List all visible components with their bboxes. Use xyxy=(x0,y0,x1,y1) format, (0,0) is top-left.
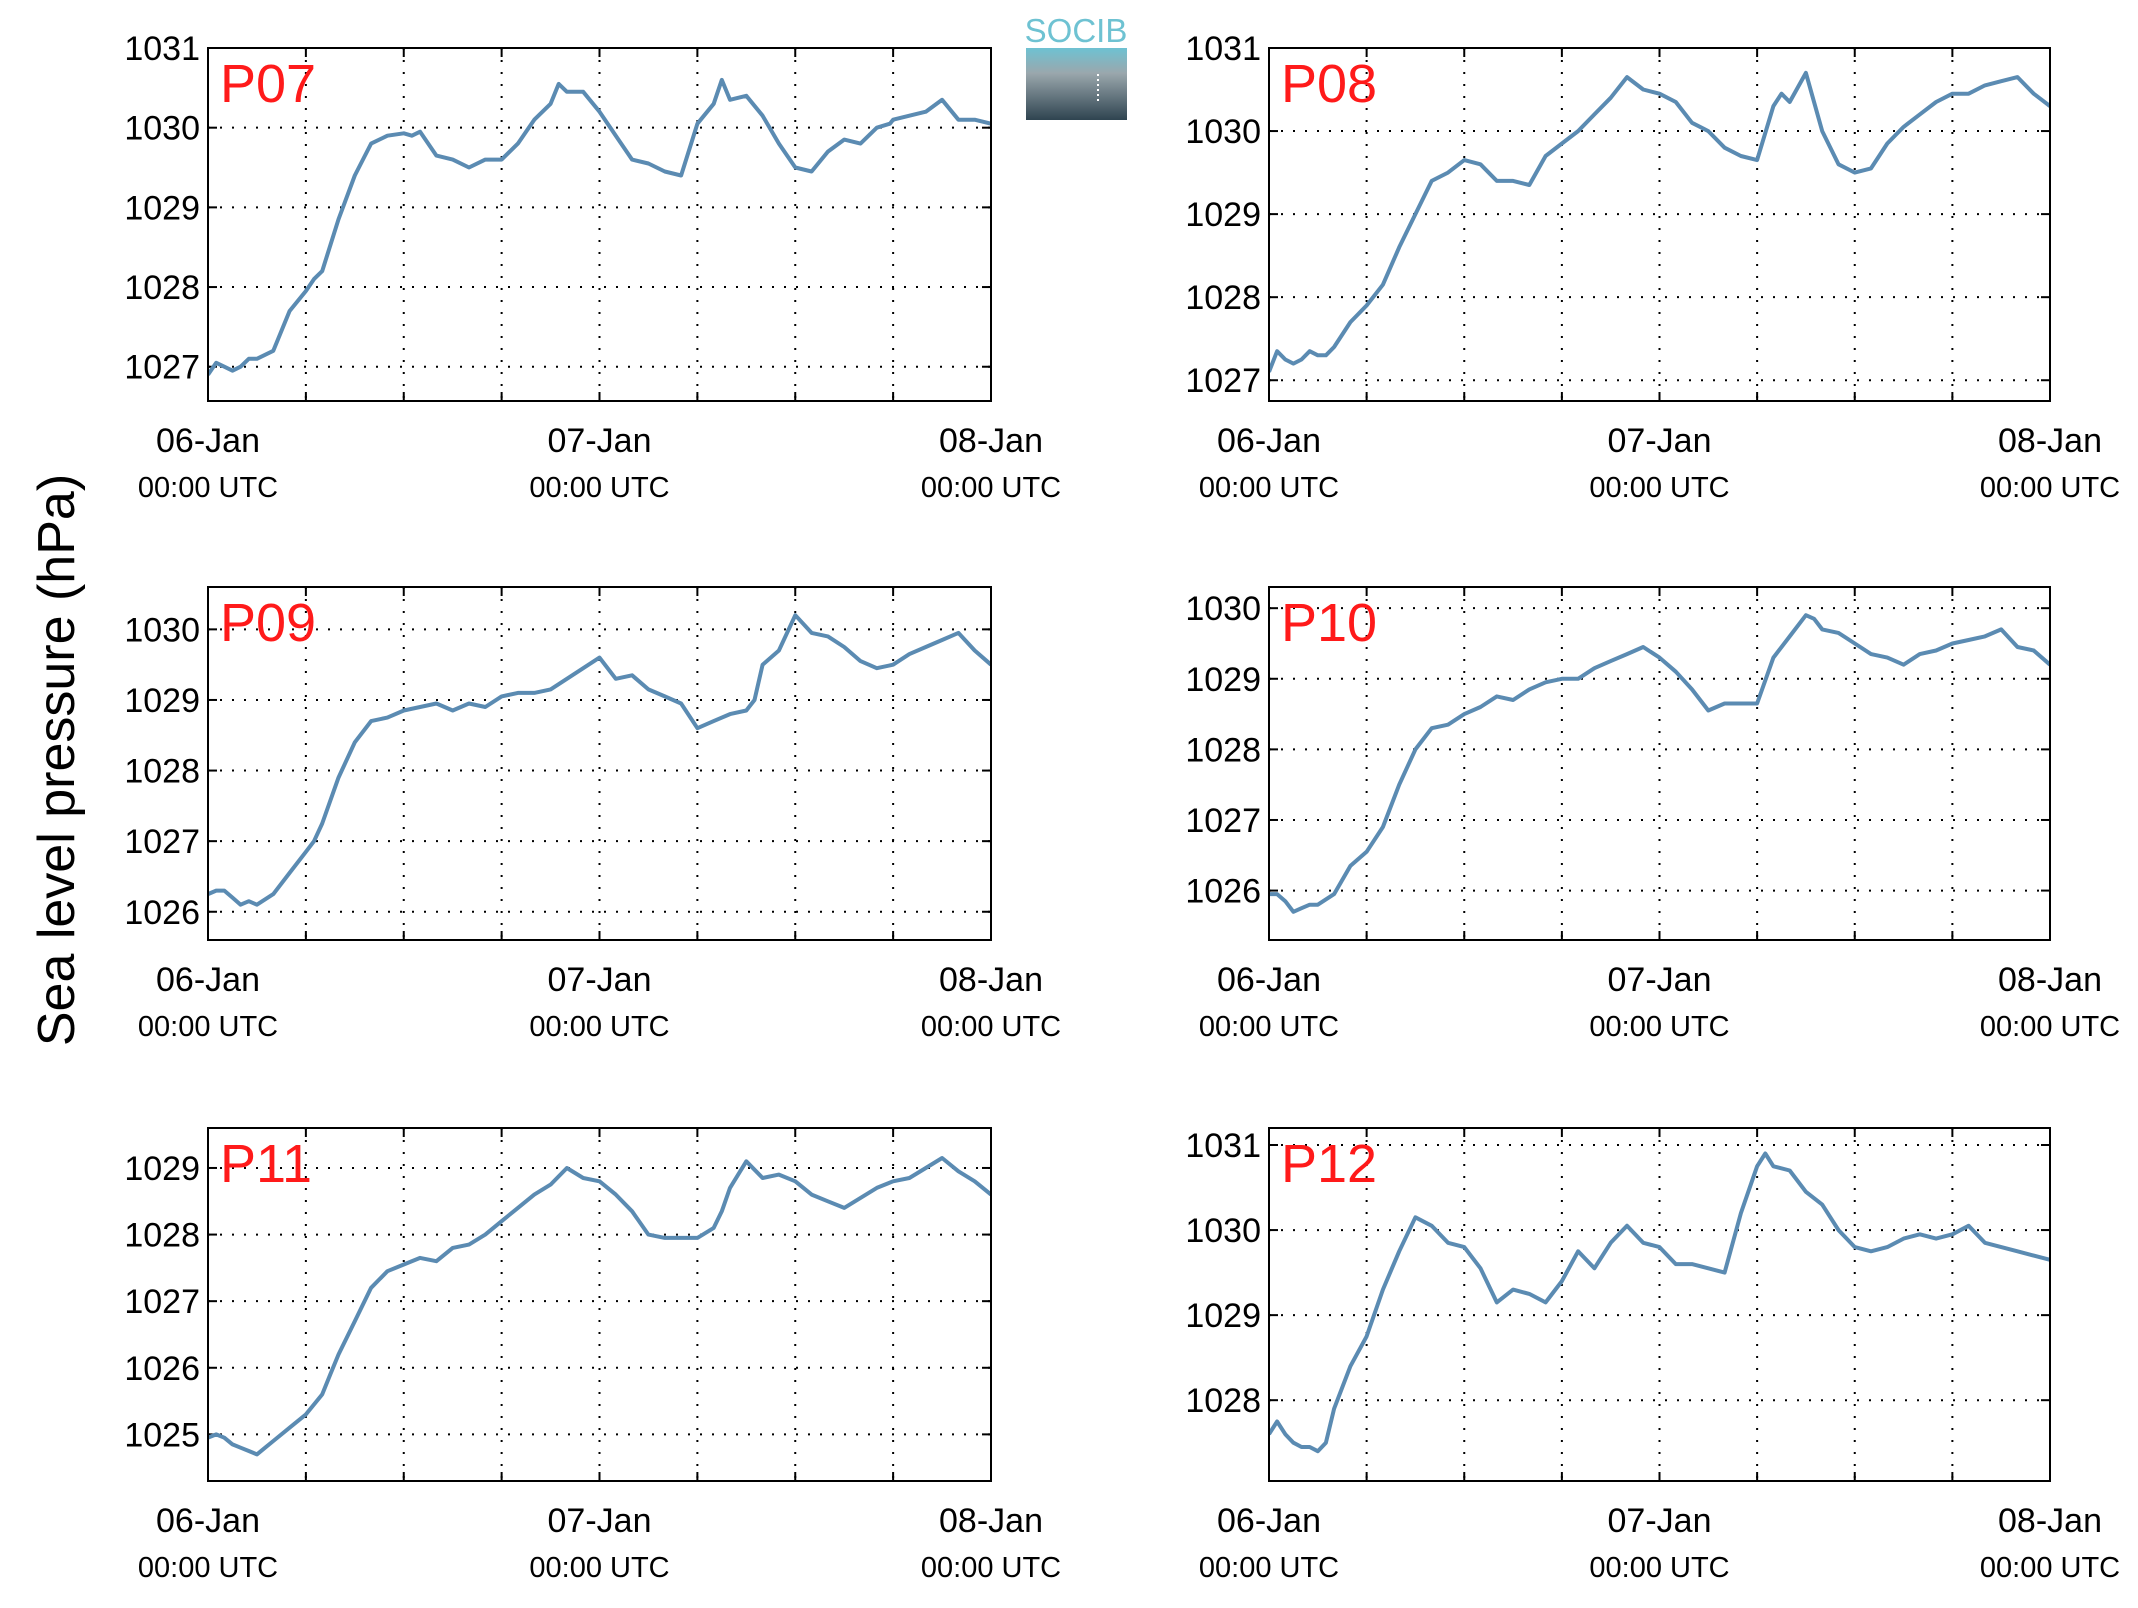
panel-p10: 1026 1027 1028 1029 1030 P10 06-Jan 00:00 UTC 07… xyxy=(1185,586,2120,1043)
y-tick-label: 1031 xyxy=(124,30,200,68)
x-tick-time-label: 00:00 UTC xyxy=(921,472,1061,504)
x-tick-time-label: 00:00 UTC xyxy=(1980,1011,2120,1043)
x-tick-date-label: 07-Jan xyxy=(1608,961,1712,999)
plot-frame xyxy=(207,586,992,941)
pressure-series-line xyxy=(1269,1151,2050,1454)
x-tick-time-label: 00:00 UTC xyxy=(1199,1552,1339,1584)
x-tick-date-label: 06-Jan xyxy=(156,961,260,999)
y-tick-label: 1030 xyxy=(124,611,200,649)
x-tick-time-label: 00:00 UTC xyxy=(921,1011,1061,1043)
panel-p12: 1028 1029 1030 1031 P12 06-Jan 00:00 UTC 07-Jan… xyxy=(1185,1127,2120,1584)
y-tick-label: 1028 xyxy=(1185,731,1261,769)
y-tick-label: 1028 xyxy=(1185,279,1261,317)
station-label: P09 xyxy=(220,593,316,653)
logo-wave xyxy=(1026,48,1127,120)
y-tick-label: 1028 xyxy=(124,753,200,791)
station-label: P12 xyxy=(1281,1134,1377,1194)
y-tick-label: 1025 xyxy=(124,1416,200,1454)
station-label: P10 xyxy=(1281,593,1377,653)
y-tick-label: 1029 xyxy=(1185,196,1261,234)
x-tick-time-label: 00:00 UTC xyxy=(1589,1011,1729,1043)
y-tick-label: 1026 xyxy=(1185,873,1261,911)
x-tick-time-label: 00:00 UTC xyxy=(1199,472,1339,504)
y-tick-label: 1030 xyxy=(1185,1212,1261,1250)
x-tick-date-label: 08-Jan xyxy=(1998,422,2102,460)
x-tick-time-label: 00:00 UTC xyxy=(529,1011,669,1043)
x-tick-date-label: 07-Jan xyxy=(548,422,652,460)
y-tick-label: 1029 xyxy=(124,189,200,227)
x-tick-date-label: 07-Jan xyxy=(1608,1502,1712,1540)
pressure-series-line xyxy=(1269,70,2050,373)
panel-p11: 1025 1026 1027 1028 1029 P11 06-Jan 00:00 UTC 07… xyxy=(124,1127,1061,1584)
station-label: P07 xyxy=(220,54,316,114)
plot-frame xyxy=(1268,47,2051,402)
x-tick-date-label: 07-Jan xyxy=(1608,422,1712,460)
x-tick-time-label: 00:00 UTC xyxy=(1980,1552,2120,1584)
x-tick-date-label: 06-Jan xyxy=(1217,961,1321,999)
x-tick-date-label: 06-Jan xyxy=(156,1502,260,1540)
y-tick-label: 1029 xyxy=(124,1150,200,1188)
station-label: P11 xyxy=(220,1134,312,1194)
y-tick-label: 1027 xyxy=(124,1283,200,1321)
x-tick-time-label: 00:00 UTC xyxy=(1589,472,1729,504)
x-tick-time-label: 00:00 UTC xyxy=(1199,1011,1339,1043)
x-tick-date-label: 08-Jan xyxy=(1998,961,2102,999)
x-tick-date-label: 08-Jan xyxy=(939,961,1043,999)
y-tick-label: 1026 xyxy=(124,1350,200,1388)
x-tick-date-label: 08-Jan xyxy=(939,1502,1043,1540)
y-tick-label: 1027 xyxy=(124,349,200,387)
pressure-series-line xyxy=(208,1156,991,1457)
x-tick-date-label: 08-Jan xyxy=(1998,1502,2102,1540)
y-tick-label: 1027 xyxy=(1185,802,1261,840)
pressure-series-line xyxy=(208,613,991,907)
y-tick-label: 1031 xyxy=(1185,30,1261,68)
station-label: P08 xyxy=(1281,54,1377,114)
y-tick-label: 1029 xyxy=(1185,661,1261,699)
y-axis-label: Sea level pressure (hPa) xyxy=(28,474,86,1046)
x-tick-date-label: 06-Jan xyxy=(156,422,260,460)
x-tick-time-label: 00:00 UTC xyxy=(138,1552,278,1584)
x-tick-date-label: 06-Jan xyxy=(1217,1502,1321,1540)
x-tick-time-label: 00:00 UTC xyxy=(138,472,278,504)
socib-logo: SOCIB xyxy=(1025,12,1128,120)
y-tick-label: 1028 xyxy=(124,1217,200,1255)
y-tick-label: 1029 xyxy=(1185,1297,1261,1335)
y-tick-label: 1030 xyxy=(1185,113,1261,151)
y-tick-label: 1028 xyxy=(124,269,200,307)
y-tick-label: 1029 xyxy=(124,682,200,720)
x-tick-date-label: 07-Jan xyxy=(548,961,652,999)
y-tick-label: 1030 xyxy=(124,110,200,148)
panel-p08: 1027 1028 1029 1030 1031 P08 06-Jan 00:00 UTC 07… xyxy=(1185,30,2120,504)
x-tick-date-label: 07-Jan xyxy=(548,1502,652,1540)
x-tick-time-label: 00:00 UTC xyxy=(138,1011,278,1043)
x-tick-time-label: 00:00 UTC xyxy=(1980,472,2120,504)
x-tick-date-label: 06-Jan xyxy=(1217,422,1321,460)
panel-p07: 1027 1028 1029 1030 1031 P07 06-Jan 00:00 UTC 07… xyxy=(124,30,1061,504)
panel-p09: 1026 1027 1028 1029 1030 P09 06-Jan 00:00 UTC 07… xyxy=(124,586,1061,1043)
logo-text: SOCIB xyxy=(1025,12,1128,49)
plot-frame xyxy=(207,1127,992,1482)
plot-frame xyxy=(207,47,992,402)
plot-frame xyxy=(1268,1127,2051,1482)
plot-frame xyxy=(1268,586,2051,941)
x-tick-time-label: 00:00 UTC xyxy=(529,1552,669,1584)
y-tick-label: 1030 xyxy=(1185,590,1261,628)
y-tick-label: 1027 xyxy=(1185,362,1261,400)
x-tick-time-label: 00:00 UTC xyxy=(1589,1552,1729,1584)
pressure-series-line xyxy=(1269,613,2050,914)
x-tick-time-label: 00:00 UTC xyxy=(921,1552,1061,1584)
pressure-series-line xyxy=(208,77,991,376)
y-tick-label: 1027 xyxy=(124,823,200,861)
x-tick-date-label: 08-Jan xyxy=(939,422,1043,460)
y-tick-label: 1031 xyxy=(1185,1127,1261,1165)
y-tick-label: 1028 xyxy=(1185,1382,1261,1420)
x-tick-time-label: 00:00 UTC xyxy=(529,472,669,504)
y-tick-label: 1026 xyxy=(124,894,200,932)
